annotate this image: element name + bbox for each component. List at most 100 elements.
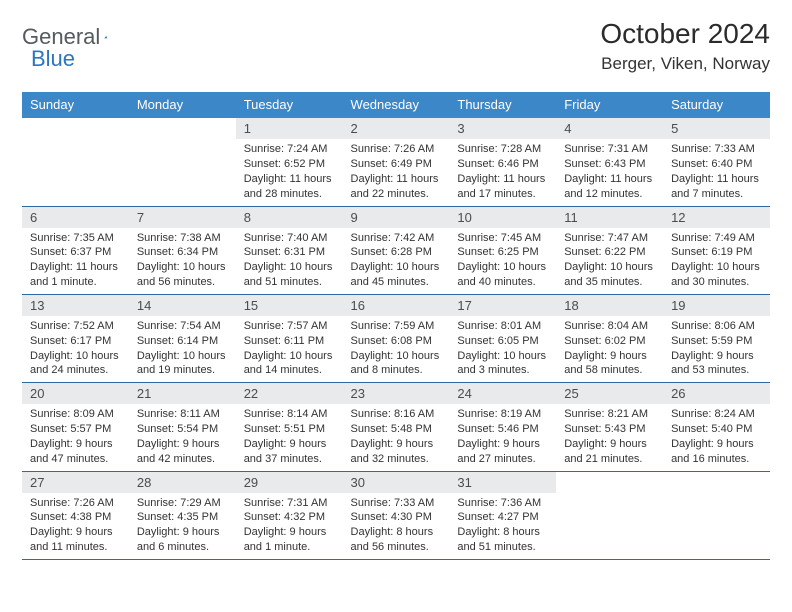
day-number: 11 (556, 207, 663, 228)
calendar-cell: 15Sunrise: 7:57 AMSunset: 6:11 PMDayligh… (236, 294, 343, 382)
calendar-cell: .... (22, 118, 129, 206)
day-details: Sunrise: 8:24 AMSunset: 5:40 PMDaylight:… (663, 404, 770, 470)
day-number: 17 (449, 295, 556, 316)
day-details: Sunrise: 7:54 AMSunset: 6:14 PMDaylight:… (129, 316, 236, 382)
day-details: Sunrise: 8:09 AMSunset: 5:57 PMDaylight:… (22, 404, 129, 470)
day-number: 1 (236, 118, 343, 139)
day-number: 6 (22, 207, 129, 228)
day-header: Monday (129, 92, 236, 118)
day-number: 20 (22, 383, 129, 404)
month-title: October 2024 (600, 18, 770, 50)
day-number: 26 (663, 383, 770, 404)
day-details: Sunrise: 7:59 AMSunset: 6:08 PMDaylight:… (343, 316, 450, 382)
calendar-cell: 11Sunrise: 7:47 AMSunset: 6:22 PMDayligh… (556, 206, 663, 294)
sail-icon (104, 27, 108, 47)
day-number: 22 (236, 383, 343, 404)
day-details: Sunrise: 7:28 AMSunset: 6:46 PMDaylight:… (449, 139, 556, 205)
day-details: Sunrise: 7:36 AMSunset: 4:27 PMDaylight:… (449, 493, 556, 559)
day-details: Sunrise: 7:26 AMSunset: 6:49 PMDaylight:… (343, 139, 450, 205)
calendar-cell: 23Sunrise: 8:16 AMSunset: 5:48 PMDayligh… (343, 383, 450, 471)
day-details: Sunrise: 7:33 AMSunset: 6:40 PMDaylight:… (663, 139, 770, 205)
calendar-cell: 29Sunrise: 7:31 AMSunset: 4:32 PMDayligh… (236, 471, 343, 559)
calendar-cell: 28Sunrise: 7:29 AMSunset: 4:35 PMDayligh… (129, 471, 236, 559)
day-details: Sunrise: 8:04 AMSunset: 6:02 PMDaylight:… (556, 316, 663, 382)
day-details: Sunrise: 8:14 AMSunset: 5:51 PMDaylight:… (236, 404, 343, 470)
day-number: 7 (129, 207, 236, 228)
day-header: Friday (556, 92, 663, 118)
calendar-cell: 19Sunrise: 8:06 AMSunset: 5:59 PMDayligh… (663, 294, 770, 382)
day-header: Thursday (449, 92, 556, 118)
calendar-cell: 26Sunrise: 8:24 AMSunset: 5:40 PMDayligh… (663, 383, 770, 471)
calendar-cell: 8Sunrise: 7:40 AMSunset: 6:31 PMDaylight… (236, 206, 343, 294)
day-number: 29 (236, 472, 343, 493)
day-details: Sunrise: 7:45 AMSunset: 6:25 PMDaylight:… (449, 228, 556, 294)
day-number: 19 (663, 295, 770, 316)
day-number: 9 (343, 207, 450, 228)
day-number: 25 (556, 383, 663, 404)
day-header: Sunday (22, 92, 129, 118)
day-number: 23 (343, 383, 450, 404)
calendar-cell: 27Sunrise: 7:26 AMSunset: 4:38 PMDayligh… (22, 471, 129, 559)
calendar-cell: 16Sunrise: 7:59 AMSunset: 6:08 PMDayligh… (343, 294, 450, 382)
day-details: Sunrise: 8:16 AMSunset: 5:48 PMDaylight:… (343, 404, 450, 470)
calendar-cell: .... (556, 471, 663, 559)
day-details: Sunrise: 8:21 AMSunset: 5:43 PMDaylight:… (556, 404, 663, 470)
day-details: Sunrise: 7:31 AMSunset: 4:32 PMDaylight:… (236, 493, 343, 559)
day-details: Sunrise: 7:40 AMSunset: 6:31 PMDaylight:… (236, 228, 343, 294)
day-details: Sunrise: 7:31 AMSunset: 6:43 PMDaylight:… (556, 139, 663, 205)
calendar-cell: 25Sunrise: 8:21 AMSunset: 5:43 PMDayligh… (556, 383, 663, 471)
day-number: 14 (129, 295, 236, 316)
day-details: Sunrise: 7:35 AMSunset: 6:37 PMDaylight:… (22, 228, 129, 294)
day-details: Sunrise: 8:06 AMSunset: 5:59 PMDaylight:… (663, 316, 770, 382)
day-header: Wednesday (343, 92, 450, 118)
day-number: 27 (22, 472, 129, 493)
calendar-cell: 10Sunrise: 7:45 AMSunset: 6:25 PMDayligh… (449, 206, 556, 294)
calendar-cell: 7Sunrise: 7:38 AMSunset: 6:34 PMDaylight… (129, 206, 236, 294)
day-number: 4 (556, 118, 663, 139)
day-number: 2 (343, 118, 450, 139)
calendar-cell: 30Sunrise: 7:33 AMSunset: 4:30 PMDayligh… (343, 471, 450, 559)
calendar-cell: .... (663, 471, 770, 559)
header: General October 2024 Berger, Viken, Norw… (22, 18, 770, 74)
day-number: 13 (22, 295, 129, 316)
calendar-cell: 14Sunrise: 7:54 AMSunset: 6:14 PMDayligh… (129, 294, 236, 382)
day-details: Sunrise: 7:57 AMSunset: 6:11 PMDaylight:… (236, 316, 343, 382)
day-details: Sunrise: 7:38 AMSunset: 6:34 PMDaylight:… (129, 228, 236, 294)
day-details: Sunrise: 7:29 AMSunset: 4:35 PMDaylight:… (129, 493, 236, 559)
calendar-cell: 31Sunrise: 7:36 AMSunset: 4:27 PMDayligh… (449, 471, 556, 559)
calendar-cell: .... (129, 118, 236, 206)
location: Berger, Viken, Norway (600, 54, 770, 74)
day-number: 24 (449, 383, 556, 404)
calendar-cell: 12Sunrise: 7:49 AMSunset: 6:19 PMDayligh… (663, 206, 770, 294)
day-number: 30 (343, 472, 450, 493)
day-number: 3 (449, 118, 556, 139)
calendar-cell: 18Sunrise: 8:04 AMSunset: 6:02 PMDayligh… (556, 294, 663, 382)
calendar-head: SundayMondayTuesdayWednesdayThursdayFrid… (22, 92, 770, 118)
day-header: Saturday (663, 92, 770, 118)
day-number: 15 (236, 295, 343, 316)
day-header: Tuesday (236, 92, 343, 118)
day-number: 18 (556, 295, 663, 316)
day-details: Sunrise: 7:52 AMSunset: 6:17 PMDaylight:… (22, 316, 129, 382)
calendar-cell: 17Sunrise: 8:01 AMSunset: 6:05 PMDayligh… (449, 294, 556, 382)
day-details: Sunrise: 8:11 AMSunset: 5:54 PMDaylight:… (129, 404, 236, 470)
calendar-cell: 6Sunrise: 7:35 AMSunset: 6:37 PMDaylight… (22, 206, 129, 294)
title-block: October 2024 Berger, Viken, Norway (600, 18, 770, 74)
calendar-table: SundayMondayTuesdayWednesdayThursdayFrid… (22, 92, 770, 560)
calendar-cell: 22Sunrise: 8:14 AMSunset: 5:51 PMDayligh… (236, 383, 343, 471)
day-details: Sunrise: 7:26 AMSunset: 4:38 PMDaylight:… (22, 493, 129, 559)
day-details: Sunrise: 7:24 AMSunset: 6:52 PMDaylight:… (236, 139, 343, 205)
day-details: Sunrise: 7:42 AMSunset: 6:28 PMDaylight:… (343, 228, 450, 294)
logo-word2: Blue (31, 46, 75, 72)
calendar-cell: 3Sunrise: 7:28 AMSunset: 6:46 PMDaylight… (449, 118, 556, 206)
day-details: Sunrise: 8:19 AMSunset: 5:46 PMDaylight:… (449, 404, 556, 470)
calendar-cell: 24Sunrise: 8:19 AMSunset: 5:46 PMDayligh… (449, 383, 556, 471)
day-number: 21 (129, 383, 236, 404)
calendar-cell: 13Sunrise: 7:52 AMSunset: 6:17 PMDayligh… (22, 294, 129, 382)
calendar-cell: 4Sunrise: 7:31 AMSunset: 6:43 PMDaylight… (556, 118, 663, 206)
calendar-cell: 20Sunrise: 8:09 AMSunset: 5:57 PMDayligh… (22, 383, 129, 471)
calendar-cell: 1Sunrise: 7:24 AMSunset: 6:52 PMDaylight… (236, 118, 343, 206)
calendar-cell: 9Sunrise: 7:42 AMSunset: 6:28 PMDaylight… (343, 206, 450, 294)
day-number: 8 (236, 207, 343, 228)
calendar-cell: 2Sunrise: 7:26 AMSunset: 6:49 PMDaylight… (343, 118, 450, 206)
